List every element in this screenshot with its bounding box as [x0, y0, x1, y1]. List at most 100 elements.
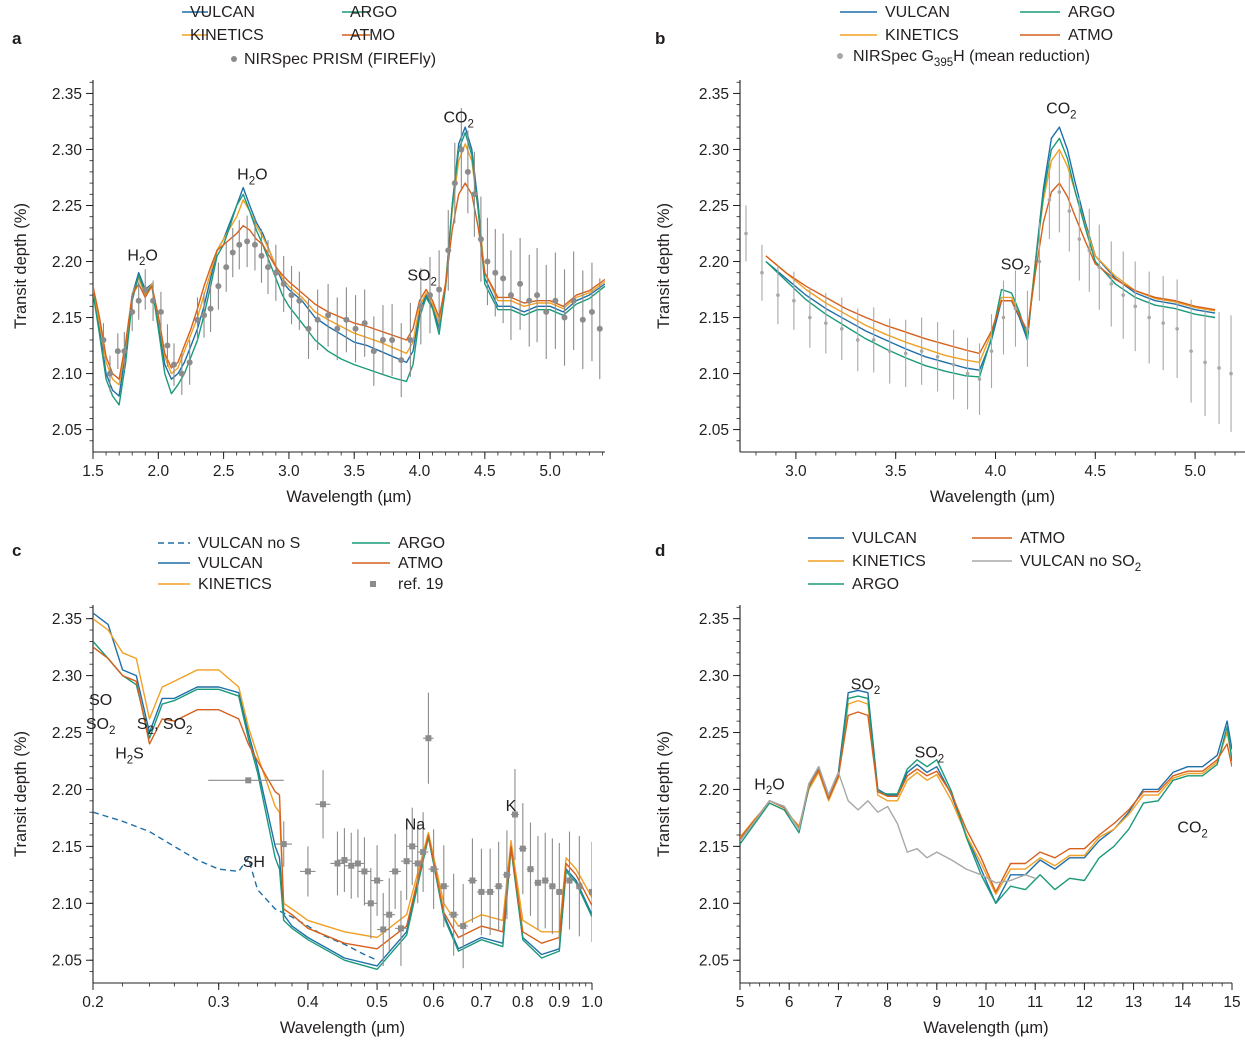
data-point	[426, 292, 433, 299]
annotation-h2s: H2S	[115, 746, 144, 767]
panel-b: b 2.05 2.10 2.15 2.20 2.25 2.30 2.35 3.0 3.5 4.0 4.…	[655, 4, 1245, 506]
series-line-argo	[93, 131, 605, 406]
x-tick-label: 13	[1125, 994, 1142, 1011]
y-tick-label: 2.15	[52, 310, 82, 327]
data-point	[570, 297, 577, 304]
data-point	[420, 849, 427, 856]
data-point	[977, 377, 982, 381]
data-point	[507, 292, 514, 299]
data-point	[487, 888, 494, 895]
x-tick-label: 0.7	[471, 994, 493, 1011]
data-point	[157, 308, 164, 315]
y-axis-label: Transit depth (%)	[655, 731, 673, 857]
x-tick-label: 7	[834, 994, 843, 1011]
data-point	[201, 312, 208, 319]
y-axis-label: Transit depth (%)	[655, 203, 673, 329]
legend-label: ARGO	[852, 576, 899, 593]
data-point	[305, 325, 312, 332]
data-point	[511, 811, 518, 818]
legend-label: ARGO	[1068, 4, 1115, 21]
data-point	[379, 336, 386, 343]
legend-item-kinetics: KINETICS	[158, 576, 272, 593]
data-point	[280, 841, 287, 848]
data-point	[576, 883, 583, 890]
x-tick-label: 4.0	[985, 463, 1007, 480]
x-tick-label: 3.5	[343, 463, 365, 480]
annotation-so2: SO2	[1001, 256, 1031, 277]
data-point	[142, 286, 149, 293]
data-point	[170, 361, 177, 368]
series-line-vulcan	[93, 612, 592, 967]
data-point	[527, 866, 534, 873]
data-point	[579, 316, 586, 323]
x-tick-label: 6	[785, 994, 794, 1011]
legend-marker	[370, 581, 376, 587]
data-point	[824, 321, 828, 325]
y-tick-label: 2.05	[52, 953, 82, 970]
data-point	[989, 349, 994, 353]
data-point	[1057, 190, 1062, 194]
y-tick-label: 2.20	[699, 254, 730, 271]
data-point	[588, 308, 595, 315]
data-point	[887, 349, 892, 353]
series-line-vulcan-no-so2	[740, 766, 1036, 884]
data-point	[380, 926, 387, 933]
data-point	[370, 348, 377, 355]
y-tick-label: 2.35	[52, 86, 82, 103]
x-tick-label: 0.6	[423, 994, 445, 1011]
data-point	[186, 359, 193, 366]
data-point	[354, 860, 361, 867]
data-point	[556, 888, 563, 895]
data-point	[500, 275, 507, 282]
data-point	[951, 362, 956, 367]
legend: VULCAN ARGO KINETICS ATMO NIRSpec PRISM (FIR…	[182, 4, 436, 68]
legend-item-vulcan-no-so2: VULCAN no SO2	[972, 553, 1141, 574]
data-point	[471, 191, 478, 198]
data-point	[352, 325, 359, 332]
panel-letter-b: b	[655, 29, 665, 48]
data-point	[1047, 198, 1052, 202]
data-point	[965, 371, 970, 376]
y-tick-label: 2.35	[699, 611, 729, 628]
panel-letter-c: c	[12, 541, 21, 560]
data-point	[325, 312, 332, 319]
data-point	[534, 879, 541, 886]
x-tick-label: 5	[736, 994, 745, 1011]
data-point	[403, 858, 410, 865]
data-point	[1025, 326, 1030, 331]
legend-label: NIRSpec G395H (mean reduction)	[853, 48, 1090, 69]
y-tick-label: 2.30	[699, 142, 730, 159]
x-tick-label: 0.4	[297, 994, 319, 1011]
legend-item-atmo: ATMO	[352, 555, 443, 572]
x-tick-label: 4.5	[1085, 463, 1107, 480]
y-tick-label: 2.05	[699, 422, 729, 439]
data-point	[367, 900, 374, 907]
legend-item-atmo: ATMO	[342, 27, 395, 44]
plot-area	[93, 612, 592, 970]
data-point	[207, 305, 214, 312]
data-point	[1133, 304, 1138, 309]
legend-item-vulcan: VULCAN	[808, 530, 917, 547]
legend-label: KINETICS	[885, 27, 959, 44]
data-point	[296, 297, 303, 304]
x-tick-label: 1.0	[581, 994, 603, 1011]
data-point	[1229, 371, 1233, 376]
annotation-co2: CO2	[1046, 101, 1076, 122]
annotation-so2: SO2	[915, 745, 945, 766]
data-point	[392, 868, 399, 875]
data-point	[244, 238, 251, 245]
x-tick-label: 3.0	[278, 463, 300, 480]
plot-area	[93, 108, 605, 406]
y-tick-label: 2.10	[52, 366, 83, 383]
series-line-vulcan	[765, 126, 1216, 371]
legend-label: ARGO	[398, 535, 445, 552]
annotation-sh: SH	[243, 854, 265, 871]
series-line-kinetics	[93, 618, 592, 939]
legend-label: KINETICS	[852, 553, 926, 570]
data-point	[258, 252, 265, 259]
data-point	[566, 877, 573, 884]
data-point	[1109, 282, 1114, 286]
x-axis-label: Wavelength (µm)	[930, 488, 1055, 506]
data-point	[517, 280, 524, 287]
data-point	[334, 860, 341, 867]
